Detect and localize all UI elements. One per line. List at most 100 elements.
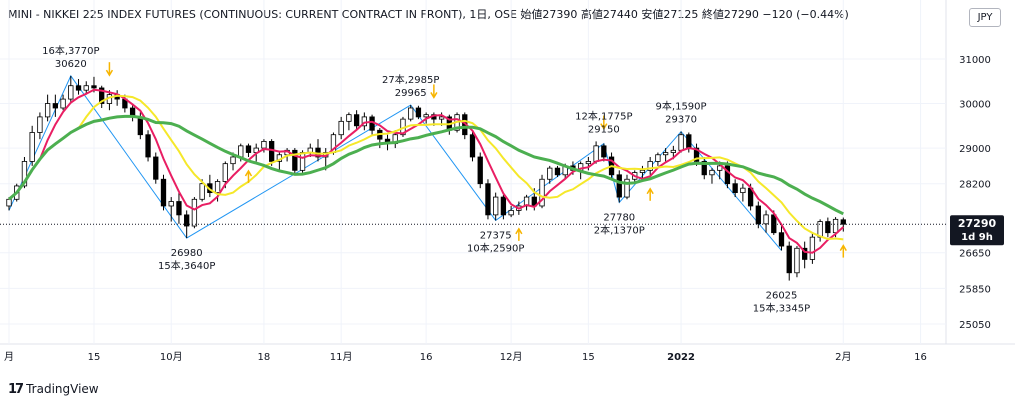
x-tick-label: 18 <box>258 352 271 363</box>
candle-body <box>740 187 746 194</box>
candle-body <box>145 134 151 158</box>
y-tick-label: 25850 <box>959 284 991 295</box>
annotation-label: 29965 <box>395 88 427 99</box>
tradingview-logo-icon: 17 <box>8 382 24 397</box>
annotation-label: 15本,3345P <box>753 302 810 315</box>
candle-body <box>786 245 792 274</box>
y-tick-label: 31000 <box>959 55 991 66</box>
annotation-label: 10本,2590P <box>467 241 524 254</box>
candle-body <box>732 183 738 194</box>
annotation-label: 2本,1370P <box>594 223 645 236</box>
candle-body <box>408 107 414 120</box>
candle-body <box>423 114 429 118</box>
candle-body <box>21 161 28 187</box>
candle-body <box>693 147 700 162</box>
y-tick-label: 26650 <box>959 249 991 260</box>
candle-body <box>802 247 808 260</box>
candle-body <box>778 232 785 247</box>
annotation-label: 30620 <box>55 59 87 70</box>
y-tick-label: 29000 <box>959 144 991 155</box>
annotation-label: 27780 <box>603 212 635 223</box>
y-axis-labels: 31000 30000 29000 28200 26650 25850 25050 <box>959 55 991 331</box>
candle-body <box>137 116 143 136</box>
x-tick-label: 15 <box>582 352 595 363</box>
ma-line <box>8 94 844 241</box>
candle-body <box>268 140 275 162</box>
candle-body <box>485 183 491 216</box>
candle-body <box>678 134 684 151</box>
candle-body <box>500 196 507 216</box>
y-tick-label: 28200 <box>959 180 991 191</box>
candle-body <box>37 116 43 133</box>
candle-body <box>245 145 252 153</box>
candle-body <box>832 218 839 234</box>
annotation-label: 12本,1775P <box>575 109 632 122</box>
up-arrow-head <box>244 169 253 177</box>
y-tick-label: 30000 <box>959 100 991 111</box>
candle-body <box>655 154 661 162</box>
x-axis-labels: 月 15 10月 18 11月 16 12月 15 2022 2月 16 <box>4 351 927 363</box>
candle-body <box>763 214 769 225</box>
annotation-label: 16本,3770P <box>42 44 99 57</box>
candle-body <box>361 116 368 127</box>
candle-body <box>662 152 669 156</box>
candle-body <box>686 134 692 149</box>
candle-body <box>191 198 198 227</box>
candle-body <box>44 103 51 118</box>
candle-body <box>91 85 97 89</box>
ma-line <box>8 114 844 216</box>
down-arrow-head <box>600 123 608 131</box>
candle-body <box>639 169 646 173</box>
currency-button[interactable]: JPY <box>969 8 1001 27</box>
annotation-label: 27本,2985P <box>382 73 439 86</box>
candle-body <box>176 201 182 216</box>
candle-body <box>493 196 499 216</box>
candle-body <box>724 165 731 185</box>
candle-body <box>299 152 306 171</box>
candle-body <box>717 165 723 171</box>
candle-body <box>83 85 89 91</box>
candle-body <box>469 134 476 158</box>
candle-body <box>222 163 228 182</box>
candle-body <box>809 236 816 260</box>
candle-body <box>52 103 58 109</box>
annotation-label: 26025 <box>766 291 798 302</box>
annotation-label: 27375 <box>480 230 512 241</box>
candle-body <box>60 98 66 109</box>
last-price-label: 27290 <box>958 217 997 230</box>
candle-body <box>593 145 599 162</box>
candle-body <box>616 174 622 198</box>
candle-body <box>709 169 715 176</box>
x-tick-label: 16 <box>914 352 927 363</box>
candle-body <box>75 85 82 91</box>
x-tick-label: 2月 <box>835 351 851 363</box>
candle-body <box>99 87 105 104</box>
candle-body <box>508 210 514 216</box>
annotation-label: 9本,1590P <box>656 100 707 113</box>
ma-line <box>8 88 844 254</box>
tradingview-brand-label: TradingView <box>26 382 99 396</box>
candle-body <box>794 247 800 274</box>
candle-body <box>292 149 298 171</box>
tradingview-logo[interactable]: 17 TradingView <box>8 382 99 397</box>
x-tick-label: 10月 <box>160 351 183 363</box>
x-tick-label: 15 <box>88 352 101 363</box>
x-tick-label: 11月 <box>330 351 353 363</box>
candle-body <box>261 140 267 149</box>
candle-body <box>160 178 167 207</box>
candle-body <box>6 198 12 207</box>
candle-body <box>214 181 221 194</box>
countdown-label: 1d 9h <box>961 232 993 243</box>
x-tick-label: 16 <box>420 352 433 363</box>
candle-body <box>68 85 74 100</box>
candle-body <box>755 205 761 225</box>
candle-body <box>153 156 159 180</box>
candle-body <box>184 214 190 227</box>
annotation-label: 15本,3640P <box>158 259 215 272</box>
candle-body <box>346 114 352 122</box>
annotation-label: 26980 <box>171 248 203 259</box>
x-tick-label: 2022 <box>667 352 695 363</box>
annotation-label: 29150 <box>588 124 620 135</box>
